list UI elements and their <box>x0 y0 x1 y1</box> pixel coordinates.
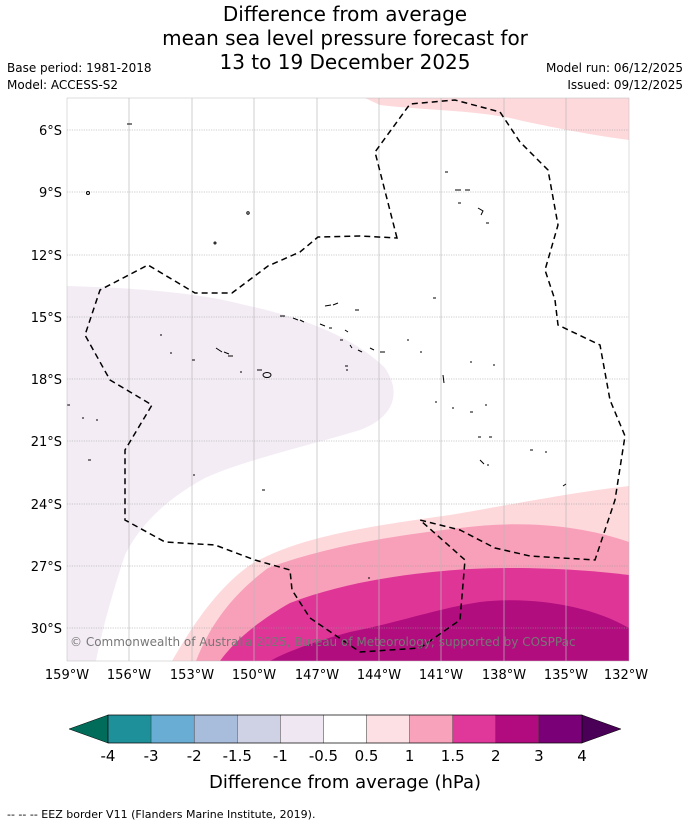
colorbar-over-arrow <box>581 714 622 744</box>
issued-date: Issued: 09/12/2025 <box>567 78 683 92</box>
colorbar-tick-label: 0.5 <box>355 747 379 765</box>
lat-label: 27°S <box>31 560 62 575</box>
colorbar-swatch <box>107 714 152 744</box>
colorbar-tick-label: 4 <box>577 747 587 765</box>
lon-label: 147°W <box>295 668 339 683</box>
negative-anomaly-area <box>67 286 394 661</box>
colorbar-swatch <box>495 714 540 744</box>
lon-label: 138°W <box>482 668 526 683</box>
lat-label: 24°S <box>31 498 62 513</box>
lon-label: 132°W <box>604 668 648 683</box>
colorbar-tick-label: -4 <box>101 747 116 765</box>
lat-label: 30°S <box>31 622 62 637</box>
colorbar-swatch <box>452 714 497 744</box>
colorbar-tick-label: 2 <box>491 747 501 765</box>
lat-label: 18°S <box>31 373 62 388</box>
colorbar-swatches <box>107 714 583 744</box>
colorbar-frame <box>107 714 583 744</box>
colorbar-swatch <box>237 714 281 744</box>
colorbar-tick-label: 1 <box>405 747 415 765</box>
north-positive-area <box>365 98 629 140</box>
colorbar-tick-label: -2 <box>187 747 202 765</box>
colorbar-under-arrow <box>68 714 109 744</box>
meridians <box>128 98 567 661</box>
colorbar-tick-label: 3 <box>534 747 544 765</box>
colorbar-labels: -4 -3 -2 -1.5 -1 -0.5 0.5 1 1.5 2 3 4 <box>101 747 587 765</box>
map-plot-area: © Commonwealth of Australia 2025, Bureau… <box>67 98 629 661</box>
map-title: Difference from average mean sea level p… <box>0 2 690 74</box>
colorbar-swatch <box>366 714 410 744</box>
lat-label: 12°S <box>31 249 62 264</box>
colorbar-tick-label: -1.5 <box>223 747 252 765</box>
colorbar-swatch <box>280 714 324 744</box>
gridlines <box>67 129 629 629</box>
lat-labels: 6°S 9°S 12°S 15°S 18°S 21°S 24°S 27°S 30… <box>31 124 62 637</box>
colorbar-tick-label: -0.5 <box>309 747 338 765</box>
title-line-1: Difference from average <box>222 2 468 26</box>
lat-label: 6°S <box>39 124 62 139</box>
lon-label: 135°W <box>544 668 588 683</box>
lon-label: 144°W <box>357 668 401 683</box>
lat-label: 9°S <box>39 186 62 201</box>
lon-label: 150°W <box>232 668 276 683</box>
model-name: Model: ACCESS-S2 <box>7 78 119 92</box>
colorbar: -4 -3 -2 -1.5 -1 -0.5 0.5 1 1.5 2 3 4 Difference fr… <box>68 714 622 793</box>
colorbar-swatch <box>193 714 238 744</box>
colorbar-tick-label: -1 <box>273 747 288 765</box>
islands <box>67 123 567 579</box>
lat-label: 21°S <box>31 435 62 450</box>
colorbar-swatch <box>538 714 583 744</box>
title-line-2: mean sea level pressure forecast for <box>162 26 528 50</box>
colorbar-title: Difference from average (hPa) <box>209 772 481 793</box>
lon-label: 141°W <box>419 668 463 683</box>
lat-label: 15°S <box>31 311 62 326</box>
colorbar-tick-label: 1.5 <box>441 747 465 765</box>
colorbar-tick-label: -3 <box>144 747 159 765</box>
lon-labels: 159°W 156°W 153°W 150°W 147°W 144°W 141°… <box>45 668 648 683</box>
model-run: Model run: 06/12/2025 <box>545 61 683 75</box>
meta-left: Base period: 1981-2018 Model: ACCESS-S2 <box>7 60 152 94</box>
eez-border <box>84 99 626 653</box>
base-period: Base period: 1981-2018 <box>7 61 152 75</box>
colorbar-swatch <box>409 714 453 744</box>
lon-label: 159°W <box>45 668 89 683</box>
colorbar-swatch <box>150 714 195 744</box>
positive-two-area <box>270 600 629 661</box>
meta-right: Model run: 06/12/2025 Issued: 09/12/2025 <box>546 60 683 94</box>
copyright-text: © Commonwealth of Australia 2025, Bureau… <box>70 635 576 649</box>
lon-label: 153°W <box>170 668 214 683</box>
eez-legend-note: -- -- -- EEZ border V11 (Flanders Marine… <box>7 808 316 821</box>
title-line-3: 13 to 19 December 2025 <box>219 50 471 74</box>
lon-label: 156°W <box>107 668 151 683</box>
map-frame <box>66 97 630 662</box>
colorbar-swatch <box>323 714 367 744</box>
